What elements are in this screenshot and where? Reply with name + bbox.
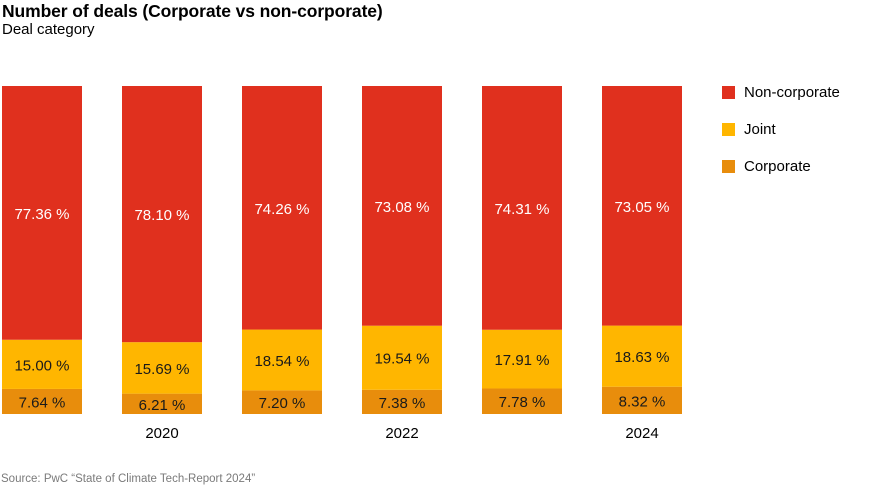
data-label: 18.63 % [614,349,669,366]
data-label: 7.38 % [379,395,426,412]
bar-segment-non-corporate [242,86,322,330]
data-label: 74.31 % [494,201,549,218]
bar-segment-joint [242,329,322,391]
x-tick-label: 2020 [145,425,178,442]
legend-label: Corporate [744,157,811,175]
bar-segment-non-corporate [2,86,82,340]
bar-segment-joint [362,325,442,390]
data-label: 8.32 % [619,393,666,410]
bar-segment-corporate [242,390,322,414]
bar-segment-non-corporate [122,86,202,343]
bar-segment-joint [2,339,82,389]
x-tick-label: 2022 [385,425,418,442]
bar-segment-non-corporate [482,86,562,330]
source-note: Source: PwC “State of Climate Tech-Repor… [1,473,256,485]
bar-segment-joint [602,325,682,387]
bar-segment-corporate [362,389,442,414]
data-label: 6.21 % [139,397,186,414]
data-label: 15.69 % [134,361,189,378]
data-label: 15.00 % [14,357,69,374]
bar-segment-corporate [2,388,82,414]
legend-item-non-corporate: Non-corporate [722,83,840,101]
data-label: 74.26 % [254,201,309,218]
data-label: 73.08 % [374,199,429,216]
data-label: 19.54 % [374,351,429,368]
bar-segment-joint [122,342,202,394]
chart-title: Number of deals (Corporate vs non-corpor… [2,1,383,21]
data-label: 73.05 % [614,199,669,216]
bar-segment-corporate [122,393,202,414]
data-label: 7.20 % [259,395,306,412]
legend-item-corporate: Corporate [722,157,840,175]
legend-label: Non-corporate [744,83,840,101]
legend: Non-corporate Joint Corporate [722,83,840,194]
data-label: 78.10 % [134,207,189,224]
bar-segment-joint [482,329,562,389]
legend-swatch-corporate [722,159,735,173]
legend-item-joint: Joint [722,120,840,138]
data-label: 7.64 % [19,394,66,411]
data-label: 7.78 % [499,394,546,411]
data-label: 18.54 % [254,353,309,370]
legend-swatch-non-corporate [722,85,735,99]
bar-segment-non-corporate [362,86,442,326]
legend-label: Joint [744,120,776,138]
bar-segment-corporate [482,388,562,414]
data-label: 17.91 % [494,352,549,369]
bar-segment-non-corporate [602,86,682,326]
x-tick-label: 2024 [625,425,658,442]
bar-segment-corporate [602,386,682,414]
chart-subtitle: Deal category [2,21,95,38]
legend-swatch-joint [722,122,735,136]
data-label: 77.36 % [14,206,69,223]
